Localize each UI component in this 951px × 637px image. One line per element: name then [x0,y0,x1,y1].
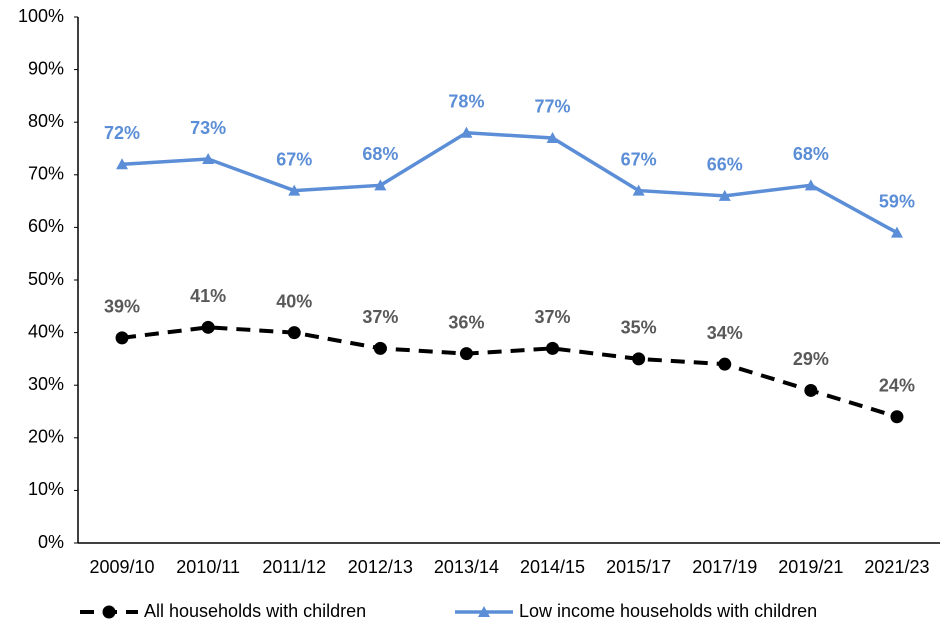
data-point [546,341,560,355]
y-tick-label: 60% [28,216,64,236]
data-point [288,184,301,196]
x-tick-label: 2013/14 [434,557,499,577]
series-line [121,325,898,419]
data-label: 41% [190,286,226,306]
data-label: 34% [707,323,743,343]
data-point [460,126,473,138]
x-tick-label: 2012/13 [348,557,413,577]
data-point [287,326,301,340]
data-point [718,357,732,371]
legend-label: Low income households with children [519,601,817,621]
data-point [546,131,559,143]
data-point [201,320,215,334]
data-label: 59% [879,191,915,211]
data-label: 24% [879,376,915,396]
y-tick-label: 30% [28,374,64,394]
legend-marker [102,605,116,619]
data-label: 35% [621,318,657,338]
x-tick-label: 2014/15 [520,557,585,577]
x-tick-label: 2015/17 [606,557,671,577]
x-tick-label: 2021/23 [864,557,929,577]
y-tick-label: 90% [28,58,64,78]
data-point [115,331,129,345]
data-label: 68% [362,144,398,164]
data-point [459,347,473,361]
y-tick-label: 80% [28,111,64,131]
data-label: 73% [190,118,226,138]
data-point [804,383,818,397]
data-label: 68% [793,144,829,164]
y-tick-label: 100% [18,6,64,26]
legend-marker [478,606,490,617]
data-label: 67% [621,149,657,169]
data-label: 67% [276,149,312,169]
data-point [373,341,387,355]
data-point [718,189,731,201]
data-label: 39% [104,297,140,317]
x-tick-label: 2011/12 [262,557,326,577]
x-tick-label: 2017/19 [692,557,757,577]
x-tick-label: 2010/11 [176,557,240,577]
data-point [202,153,215,165]
data-label: 72% [104,123,140,143]
legend-label: All households with children [144,601,366,621]
x-tick-label: 2009/10 [90,557,155,577]
data-point [890,226,903,238]
data-point [116,158,129,170]
data-label: 78% [448,91,484,111]
series-line [121,130,898,235]
data-point [804,179,817,191]
y-tick-label: 20% [28,427,64,447]
data-label: 29% [793,349,829,369]
data-label: 36% [448,312,484,332]
data-point [890,410,904,424]
y-tick-label: 40% [28,321,64,341]
y-tick-label: 0% [38,532,64,552]
x-tick-label: 2019/21 [778,557,843,577]
data-label: 37% [362,307,398,327]
data-point [632,184,645,196]
data-label: 77% [535,97,571,117]
data-point [632,352,646,366]
y-tick-label: 50% [28,269,64,289]
data-label: 40% [276,291,312,311]
data-label: 66% [707,155,743,175]
y-tick-label: 70% [28,164,64,184]
data-label: 37% [535,307,571,327]
y-tick-label: 10% [28,479,64,499]
data-point [374,179,387,191]
